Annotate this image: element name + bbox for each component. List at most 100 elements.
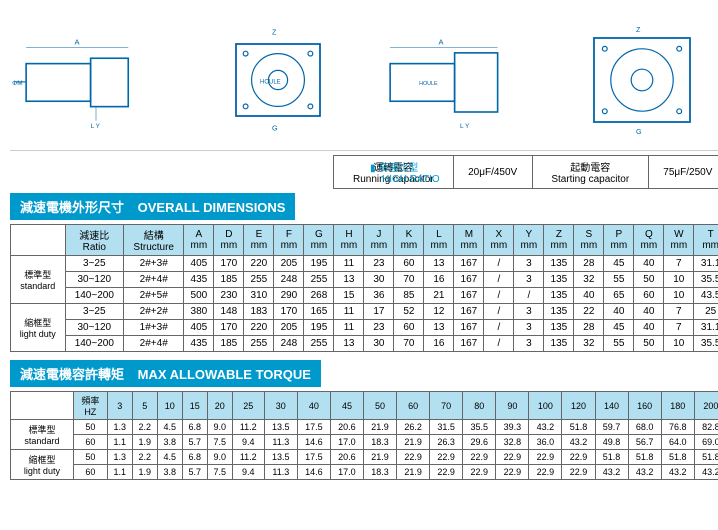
diagram-side-2: AHOULEL Y (374, 20, 546, 140)
torque-cell: 43.2 (562, 435, 595, 450)
dim-cell: 45 (604, 256, 634, 272)
torque-cell: 6.8 (182, 420, 207, 435)
dim-cell: 205 (274, 256, 304, 272)
torque-cell: 1.3 (107, 450, 132, 465)
dim-cell: 7 (664, 320, 694, 336)
dim-cell: 1#+3# (124, 320, 184, 336)
dim-cell: 50 (634, 272, 664, 288)
torque-cell: 20.6 (330, 420, 363, 435)
dim-cell: 220 (244, 256, 274, 272)
torque-cell: 14.6 (297, 435, 330, 450)
dim-cell: 135 (544, 336, 574, 352)
diagram-front-2: GZ (556, 20, 718, 140)
dim-header: Gmm (304, 225, 334, 256)
dim-cell: 167 (454, 304, 484, 320)
dim-header: Wmm (664, 225, 694, 256)
dim-cell: 148 (214, 304, 244, 320)
dim-cell: 405 (184, 256, 214, 272)
dim-cell: 380 (184, 304, 214, 320)
group-label: 標準型standard (11, 420, 74, 450)
dim-cell: 3 (514, 304, 544, 320)
svg-text:ΦM: ΦM (12, 80, 23, 87)
dim-cell: 7 (664, 256, 694, 272)
dim-cell: 2#+4# (124, 336, 184, 352)
ratio-header: 3 (107, 392, 132, 420)
dim-cell: 13 (334, 272, 364, 288)
svg-text:A: A (439, 38, 444, 47)
dim-cell: 23 (364, 320, 394, 336)
torque-cell: 26.2 (397, 420, 430, 435)
dim-cell: 16 (424, 336, 454, 352)
dim-cell: 16 (424, 272, 454, 288)
dim-cell: 167 (454, 288, 484, 304)
torque-cell: 51.8 (661, 450, 694, 465)
dim-cell: 10 (664, 336, 694, 352)
dim-cell: 40 (634, 304, 664, 320)
torque-cell: 13.5 (264, 420, 297, 435)
torque-cell: 69.0 (694, 435, 718, 450)
ratio-header: 120 (562, 392, 595, 420)
torque-cell: 26.3 (430, 435, 463, 450)
dim-cell: 135 (544, 272, 574, 288)
torque-cell: 22.9 (496, 450, 529, 465)
dim-cell: 135 (544, 320, 574, 336)
dim-cell: 40 (574, 288, 604, 304)
dim-cell: 30~120 (65, 272, 124, 288)
dim-cell: 22 (574, 304, 604, 320)
section-torque-header: 減速電機容許轉矩 MAX ALLOWABLE TORQUE (10, 360, 321, 387)
torque-cell: 7.5 (207, 465, 232, 480)
dim-header: Mmm (454, 225, 484, 256)
torque-cell: 64.0 (661, 435, 694, 450)
torque-cell: 60 (73, 465, 107, 480)
ratio-header: 160 (628, 392, 661, 420)
torque-cell: 1.9 (132, 465, 157, 480)
dim-header: Lmm (424, 225, 454, 256)
svg-text:G: G (636, 127, 642, 136)
dim-cell: 500 (184, 288, 214, 304)
dim-cell: 435 (184, 336, 214, 352)
dim-cell: 15 (334, 288, 364, 304)
dim-cell: / (484, 288, 514, 304)
dim-cell: 135 (544, 304, 574, 320)
torque-cell: 22.9 (463, 450, 496, 465)
dim-header: Tmm (694, 225, 718, 256)
svg-text:L Y: L Y (91, 123, 101, 130)
ratio-header: 50 (363, 392, 396, 420)
dim-cell: 268 (304, 288, 334, 304)
dim-cell: 405 (184, 320, 214, 336)
torque-cell: 6.8 (182, 450, 207, 465)
dim-cell: 30 (364, 272, 394, 288)
hz-header: 頻率HZ (73, 392, 107, 420)
dim-cell: 310 (244, 288, 274, 304)
ratio-header: 5 (132, 392, 157, 420)
dim-cell: 13 (424, 320, 454, 336)
torque-cell: 36.0 (529, 435, 562, 450)
dim-cell: 40 (634, 320, 664, 336)
torque-cell: 21.9 (363, 450, 396, 465)
torque-cell: 5.7 (182, 435, 207, 450)
dim-header: Hmm (334, 225, 364, 256)
svg-text:L Y: L Y (460, 123, 470, 130)
torque-cell: 1.1 (107, 435, 132, 450)
dim-cell: 255 (244, 336, 274, 352)
dim-cell: 60 (394, 320, 424, 336)
ratio-header: 180 (661, 392, 694, 420)
dim-cell: / (484, 304, 514, 320)
torque-cell: 17.0 (330, 465, 363, 480)
dim-cell: 167 (454, 256, 484, 272)
torque-cell: 4.5 (157, 450, 182, 465)
torque-cell: 43.2 (694, 465, 718, 480)
torque-cell: 29.6 (463, 435, 496, 450)
torque-cell: 76.8 (661, 420, 694, 435)
dim-cell: 140~200 (65, 288, 124, 304)
torque-cell: 9.0 (207, 420, 232, 435)
dim-cell: 30 (364, 336, 394, 352)
torque-cell: 22.9 (529, 465, 562, 480)
dim-cell: 3 (514, 336, 544, 352)
dim-cell: 45 (604, 320, 634, 336)
start-cap-label: 起動電容Starting capacitor (532, 156, 648, 189)
dim-cell: 55 (604, 272, 634, 288)
group-label: 縮框型light duty (11, 304, 66, 352)
torque-cell: 22.9 (562, 450, 595, 465)
svg-text:HOULE: HOULE (260, 80, 281, 86)
